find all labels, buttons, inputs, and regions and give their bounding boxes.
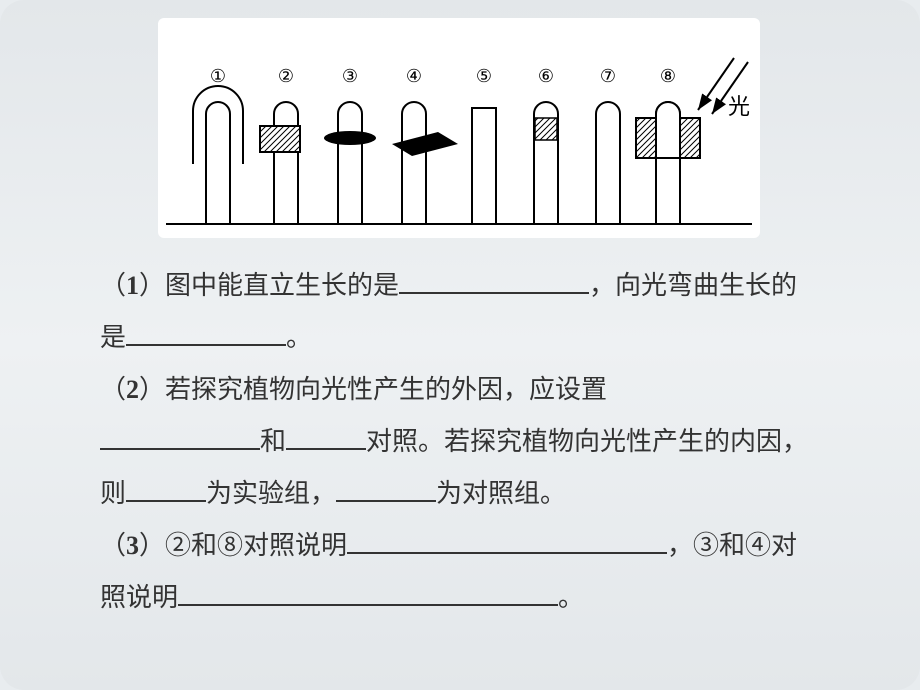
blank-3 [100,423,260,450]
blank-7 [347,527,667,554]
q2-text-b: 和 [260,427,286,456]
blank-5 [126,475,206,502]
svg-text:⑥: ⑥ [538,66,554,86]
paren-open: （ [100,531,126,560]
paren-open: （ [100,271,126,300]
blank-4 [286,423,366,450]
blank-2 [126,319,286,346]
question-2: （2）若探究植物向光性产生的外因，应设置和对照。若探究植物向光性产生的内因，则为… [100,364,820,520]
svg-text:⑤: ⑤ [476,66,492,86]
q2-text-e: 为对照组。 [436,479,566,508]
question-3: （3）②和⑧对照说明，③和④对照说明。 [100,520,820,624]
blank-6 [336,475,436,502]
q2-text-a: ）若探究植物向光性产生的外因，应设置 [139,375,607,404]
question-1: （1）图中能直立生长的是，向光弯曲生长的是。 [100,260,820,364]
svg-text:④: ④ [406,66,422,86]
experiment-diagram: 光 ① ② ③ ④ ⑤ ⑥ ⑦ ⑧ [158,18,760,238]
svg-text:⑦: ⑦ [600,66,616,86]
q2-number: 2 [126,375,139,404]
svg-text:③: ③ [342,66,358,86]
svg-text:⑧: ⑧ [660,66,676,86]
q3-text-c: 。 [558,583,584,612]
q3-text-a: ）②和⑧对照说明 [139,531,347,560]
q1-text-a: ）图中能直立生长的是 [139,271,399,300]
question-block: （1）图中能直立生长的是，向光弯曲生长的是。 （2）若探究植物向光性产生的外因，… [100,260,820,624]
paren-open: （ [100,375,126,404]
svg-text:光: 光 [728,94,750,119]
q1-text-c: 。 [286,323,312,352]
q3-number: 3 [126,531,139,560]
diagram-frame: 光 ① ② ③ ④ ⑤ ⑥ ⑦ ⑧ [158,18,760,238]
svg-text:②: ② [278,66,294,86]
svg-text:①: ① [210,66,226,86]
blank-1 [399,267,589,294]
q2-text-d: 为实验组， [206,479,336,508]
blank-8 [178,579,558,606]
q1-number: 1 [126,271,139,300]
slide-page: 光①②③④⑤⑥⑦⑧ （1）图中能直立生长的是，向光弯曲生长的是。 （2）若探究植… [0,0,920,690]
